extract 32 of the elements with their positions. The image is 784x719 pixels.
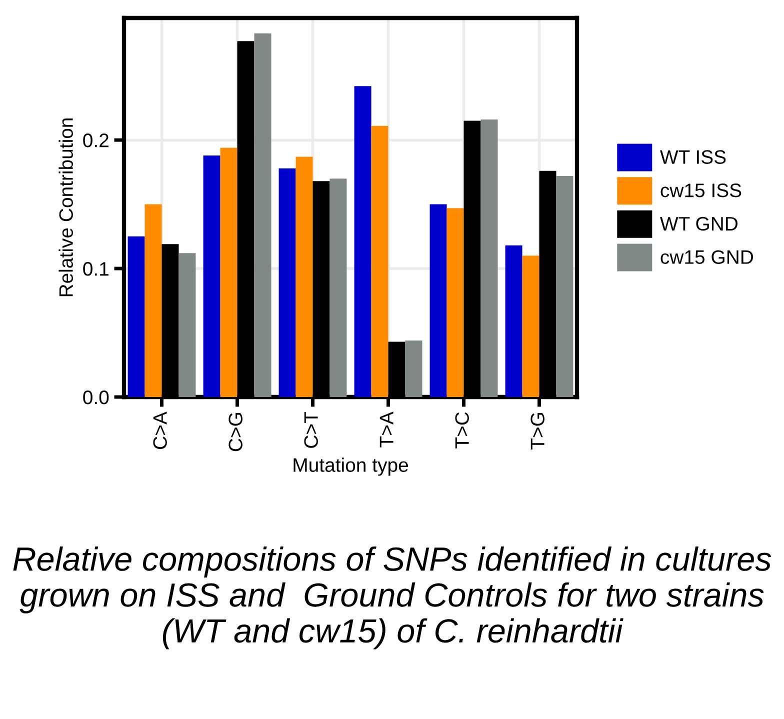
bar bbox=[254, 33, 272, 397]
bar bbox=[371, 126, 388, 397]
bar bbox=[522, 256, 540, 397]
bar bbox=[354, 86, 372, 397]
y-tick-label: 0.0 bbox=[83, 390, 109, 404]
bar bbox=[144, 204, 162, 397]
y-tick-label: 0.2 bbox=[83, 134, 108, 148]
x-tick-label: C>T bbox=[304, 412, 318, 448]
text: Relative compositions of SNPs identified in cultures grown on ISS and Ground Controls for two strains (WT and cw15) of C. reinhardtii bbox=[13, 546, 772, 650]
x-tick-label: C>G bbox=[228, 413, 242, 452]
x-tick-label: C>A bbox=[153, 412, 167, 449]
bar bbox=[296, 156, 313, 397]
x-tick-label: T>G bbox=[530, 413, 544, 450]
bar bbox=[430, 204, 447, 397]
bar bbox=[405, 340, 422, 397]
bar bbox=[203, 155, 220, 397]
y-tick-label: 0.1 bbox=[83, 262, 108, 276]
y-axis-title: Relative Contribution bbox=[58, 118, 73, 296]
bar bbox=[220, 148, 238, 397]
legend-label: WT GND bbox=[660, 216, 738, 231]
x-tick-label: T>A bbox=[380, 412, 394, 448]
bar bbox=[278, 168, 296, 397]
bar bbox=[446, 208, 464, 397]
x-axis-title: Mutation type bbox=[294, 458, 408, 476]
bar bbox=[330, 178, 347, 397]
legend-label: cw15 ISS bbox=[660, 184, 742, 198]
legend-label: WT ISS bbox=[660, 150, 726, 164]
bar bbox=[178, 253, 196, 397]
bar bbox=[505, 245, 522, 397]
x-tick-label: T>C bbox=[455, 412, 469, 448]
legend-label: cw15 GND bbox=[660, 250, 753, 264]
bar bbox=[480, 119, 498, 397]
